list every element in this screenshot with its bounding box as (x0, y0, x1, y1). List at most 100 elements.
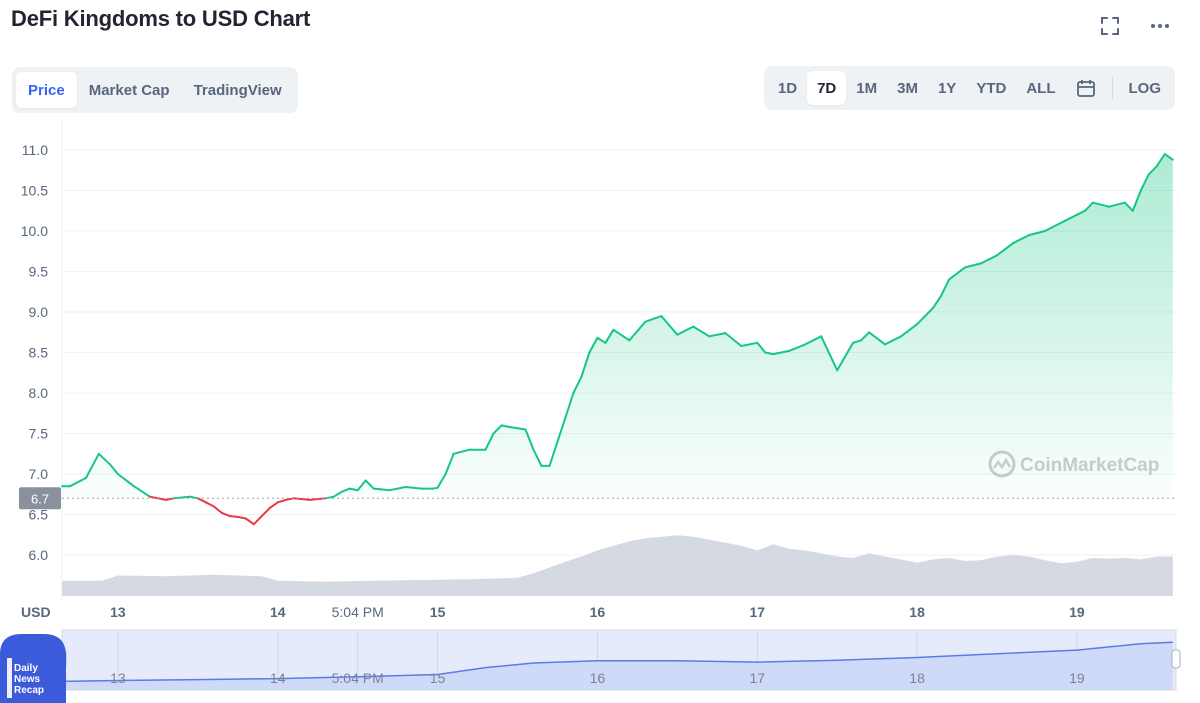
price-line-segment (964, 262, 982, 269)
price-line-segment (404, 486, 423, 490)
price-line-segment (556, 416, 567, 443)
range-1d[interactable]: 1D (777, 79, 798, 97)
calendar-button[interactable] (1066, 71, 1106, 105)
price-line-segment (788, 343, 807, 352)
price-line-segment (484, 432, 495, 451)
y-tick-label: 7.0 (29, 466, 49, 482)
price-line-segment (228, 515, 239, 518)
price-line-segment (220, 511, 231, 518)
range-7d[interactable]: 7D (807, 71, 847, 105)
page-title: DeFi Kingdoms to USD Chart (11, 6, 311, 31)
price-line-segment (356, 479, 367, 492)
navigator-handle[interactable] (1171, 649, 1181, 669)
price-line-segment (1059, 213, 1078, 224)
x-tick-label: 17 (750, 604, 766, 620)
price-line-segment (332, 490, 343, 498)
price-line-segment (108, 463, 119, 475)
daily-news-recap-badge[interactable]: Daily News Recap (0, 634, 66, 703)
tab-market-cap[interactable]: Market Cap (88, 81, 170, 99)
price-line-segment (97, 452, 111, 466)
divider (1111, 77, 1113, 99)
price-line-segment (740, 341, 759, 347)
price-line-segment (692, 325, 711, 338)
price-line-segment (1131, 189, 1142, 212)
price-line-segment (1043, 221, 1062, 232)
volume-series (62, 535, 1173, 596)
price-line-segment (868, 331, 887, 346)
volume-area (62, 535, 1173, 596)
price-line-segment (772, 349, 791, 356)
y-tick-label: 8.5 (29, 345, 49, 361)
price-line-segment (244, 517, 255, 526)
price-line-segment (388, 486, 407, 492)
price-line-segment (548, 440, 559, 467)
price-line-segment (996, 242, 1014, 257)
x-tick-label: 14 (270, 604, 286, 620)
price-line-segment (604, 328, 615, 344)
price-line-segment (236, 515, 247, 520)
price-line-segment (452, 448, 471, 455)
price-line-segment (1107, 201, 1126, 208)
x-tick-label: 15 (430, 604, 446, 620)
tab-price[interactable]: Price (16, 72, 77, 108)
y-tick-label: 11.0 (22, 142, 48, 158)
badge-line-3: Recap (14, 685, 44, 696)
navigator-area (62, 642, 1173, 690)
tab-tradingview[interactable]: TradingView (193, 81, 282, 99)
log-scale-toggle[interactable]: LOG (1128, 79, 1162, 97)
price-line-segment (948, 266, 966, 281)
price-line-segment (436, 473, 447, 489)
range-1y[interactable]: 1Y (937, 79, 957, 97)
current-price-label: 6.7 (31, 491, 49, 506)
price-line-segment (1091, 201, 1110, 208)
navigator-line (61, 641, 1173, 683)
time-range-selector: 1D 7D 1M 3M 1Y YTD ALL LOG (763, 66, 1175, 110)
calendar-icon (1076, 80, 1095, 97)
x-tick-label: 18 (909, 604, 925, 620)
range-3m[interactable]: 3M (897, 79, 918, 97)
navigator-tick-label: 13 (110, 670, 126, 686)
navigator-tick-label: 14 (270, 670, 286, 686)
navigator-tick-label: 19 (1069, 670, 1085, 686)
x-tick-label: 16 (590, 604, 606, 620)
price-line-segment (212, 505, 223, 514)
price-line-segment (1139, 173, 1150, 192)
price-line-segment (820, 335, 839, 372)
price-line-segment (1147, 165, 1158, 176)
price-line-segment (188, 495, 199, 500)
chart-type-tabs: Price Market Cap TradingView (12, 67, 298, 113)
more-dots-icon[interactable] (1148, 14, 1172, 38)
range-1m[interactable]: 1M (856, 79, 878, 97)
price-line-segment (1075, 209, 1086, 216)
price-line-segment (1083, 201, 1094, 212)
price-line-segment (916, 306, 935, 326)
price-line-segment (932, 294, 943, 309)
price-line-segment (276, 498, 287, 504)
navigator-tick-label: 18 (909, 670, 925, 686)
price-line-segment (836, 341, 855, 372)
price-line-segment (900, 323, 919, 338)
x-tick-label: 13 (110, 604, 126, 620)
price-line-segment (764, 351, 775, 356)
price-line-segment (852, 339, 863, 344)
price-line-segment (572, 375, 583, 394)
price-line-segment (628, 320, 647, 342)
price-line-segment (196, 497, 207, 504)
price-line-segment (508, 426, 527, 431)
price-line-segment (724, 332, 743, 347)
price-line-segment (1123, 201, 1134, 212)
price-line-segment (69, 477, 87, 488)
y-tick-label: 7.5 (29, 426, 49, 442)
price-line-segment (804, 335, 823, 346)
expand-icon[interactable] (1098, 14, 1122, 38)
price-line-segment (580, 351, 591, 378)
price-line-segment (1012, 234, 1030, 245)
y-tick-label: 10.5 (21, 183, 48, 199)
range-ytd[interactable]: YTD (976, 79, 1007, 97)
range-all[interactable]: ALL (1026, 79, 1056, 97)
price-line-segment (268, 501, 279, 509)
price-line-segment (492, 424, 503, 435)
y-unit-label: USD (21, 604, 51, 620)
price-line-segment (1028, 230, 1046, 237)
y-tick-label: 10.0 (21, 223, 48, 239)
